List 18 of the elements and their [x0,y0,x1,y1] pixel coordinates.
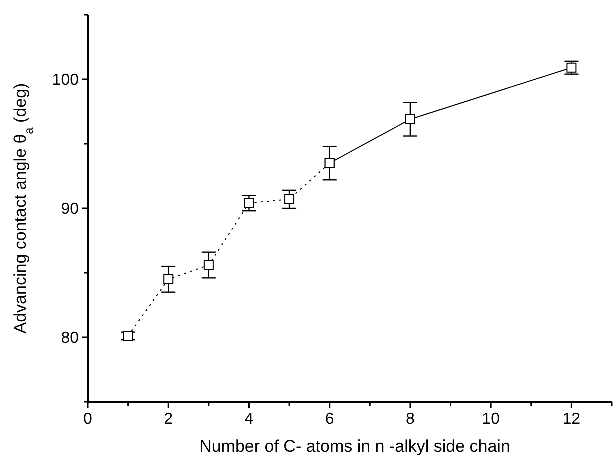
x-tick-label: 6 [325,411,334,428]
x-tick-label: 0 [84,411,93,428]
x-tick-label: 2 [164,411,174,428]
x-tick-label: 8 [406,411,416,428]
x-tick-label: 4 [244,411,254,428]
point [204,260,214,270]
y-tick-label: 100 [52,72,80,90]
point [123,331,134,342]
point [164,274,174,284]
point [284,194,295,204]
y-tick-label: 80 [61,330,80,348]
x-axis-title: Number of C- atoms in n -alkyl side chain [200,437,510,456]
x-tick-label: 10 [482,411,500,428]
y-tick-label: 90 [61,201,80,218]
point [405,114,416,124]
x-tick-label: 12 [562,411,581,428]
point [244,198,254,208]
point [566,62,577,73]
